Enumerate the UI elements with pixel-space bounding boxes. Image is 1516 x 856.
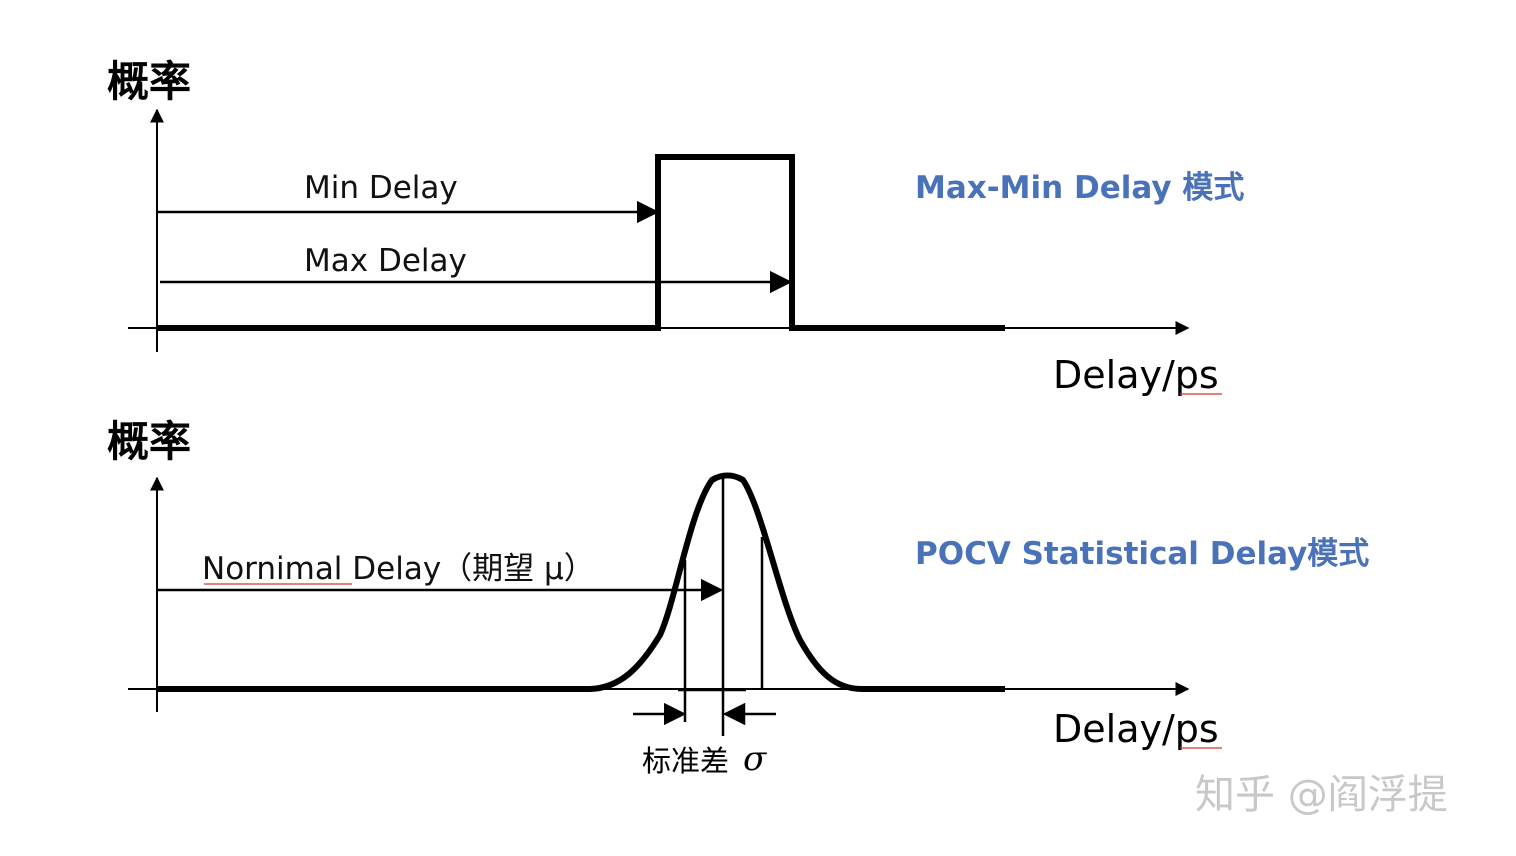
bottom-y-axis-label: 概率 [107, 417, 191, 466]
top-panel: 概率 Delay/ps Min Delay Max Delay Max-Min … [107, 57, 1244, 397]
watermark: 知乎 @阎浮提 [1195, 772, 1448, 818]
nominal-delay-label: Nornimal Delay（期望 μ） [202, 551, 595, 587]
normal-distribution-curve [157, 472, 1005, 692]
uniform-distribution-curve [157, 154, 1005, 331]
top-y-axis-label: 概率 [107, 57, 191, 106]
max-min-mode-title: Max-Min Delay 模式 [915, 170, 1244, 206]
min-delay-label: Min Delay [304, 170, 458, 206]
bottom-x-axis-label: Delay/ps [1053, 707, 1219, 751]
std-dev-label: 标准差 [642, 744, 729, 778]
sigma-symbol: σ [743, 739, 767, 779]
top-x-axis-label: Delay/ps [1053, 353, 1219, 397]
bottom-panel: 概率 Delay/ps Nornimal Delay（期望 μ） 标准差 σ P… [107, 417, 1369, 779]
max-delay-label: Max Delay [304, 243, 467, 279]
pocv-mode-title: POCV Statistical Delay模式 [915, 536, 1369, 572]
